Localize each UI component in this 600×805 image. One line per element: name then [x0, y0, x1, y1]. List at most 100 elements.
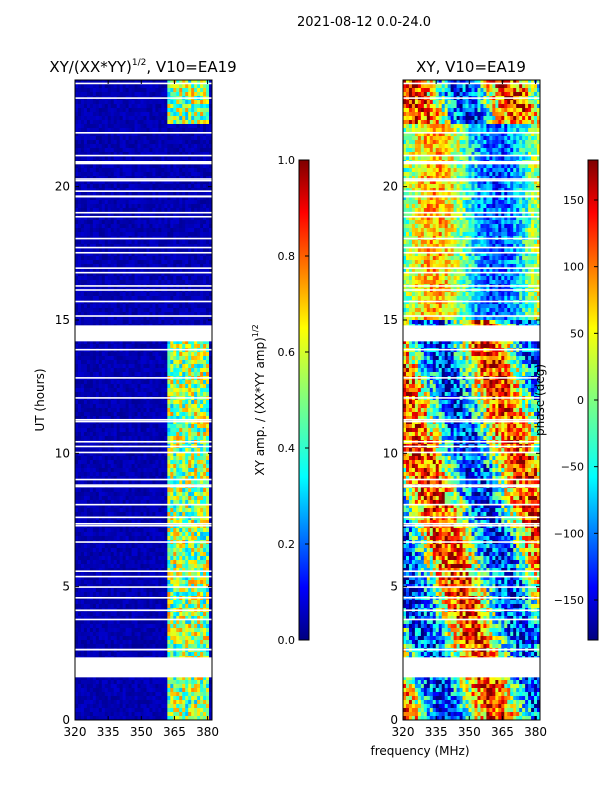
- amplitude-cell: [170, 480, 174, 485]
- amplitude-cell: [206, 92, 210, 97]
- amplitude-cell: [158, 84, 162, 89]
- amplitude-cell: [176, 464, 180, 469]
- amplitude-cell: [158, 508, 162, 513]
- amplitude-cell: [143, 384, 147, 389]
- amplitude-cell: [107, 460, 112, 465]
- amplitude-cell: [92, 296, 97, 301]
- amplitude-cell: [113, 256, 118, 261]
- amplitude-cell: [101, 464, 106, 469]
- amplitude-cell: [173, 468, 177, 473]
- amplitude-cell: [164, 152, 168, 157]
- amplitude-cell: [176, 144, 180, 149]
- amplitude-cell: [98, 500, 103, 505]
- amplitude-cell: [110, 500, 115, 505]
- amplitude-cell: [116, 340, 121, 345]
- amplitude-cell: [146, 216, 150, 221]
- amplitude-cell: [119, 244, 124, 249]
- amplitude-cell: [185, 340, 189, 345]
- amplitude-cell: [122, 476, 127, 481]
- amplitude-cell: [86, 480, 91, 485]
- amplitude-cell: [149, 232, 153, 237]
- amplitude-cell: [95, 392, 100, 397]
- amplitude-cell: [137, 128, 141, 133]
- amplitude-cell: [167, 152, 171, 157]
- amplitude-cell: [98, 168, 103, 173]
- amplitude-cell: [158, 380, 162, 385]
- amplitude-cell: [146, 364, 150, 369]
- amplitude-cell: [98, 412, 103, 417]
- amplitude-cell: [128, 352, 132, 357]
- amplitude-cell: [98, 432, 103, 437]
- amplitude-cell: [206, 448, 210, 453]
- amplitude-cell: [122, 272, 127, 277]
- amplitude-cell: [116, 508, 121, 513]
- amplitude-cell: [104, 120, 109, 125]
- amplitude-cell: [182, 384, 186, 389]
- amplitude-cell: [179, 192, 183, 197]
- amplitude-cell: [113, 136, 118, 141]
- amplitude-cell: [149, 260, 153, 265]
- amplitude-cell: [200, 508, 204, 513]
- amplitude-cell: [119, 128, 124, 133]
- amplitude-cell: [92, 156, 97, 161]
- amplitude-cell: [209, 352, 212, 357]
- amplitude-cell: [173, 476, 177, 481]
- amplitude-cell: [119, 260, 124, 265]
- amplitude-cell: [137, 212, 141, 217]
- amplitude-cell: [182, 116, 186, 121]
- amplitude-cell: [140, 456, 144, 461]
- amplitude-cell: [110, 368, 115, 373]
- amplitude-cell: [173, 136, 177, 141]
- amplitude-cell: [140, 100, 144, 105]
- amplitude-cell: [125, 120, 130, 125]
- amplitude-cell: [122, 304, 127, 309]
- amplitude-cell: [104, 172, 109, 177]
- amplitude-cell: [185, 312, 189, 317]
- amplitude-cell: [125, 168, 130, 173]
- amplitude-cell: [200, 344, 204, 349]
- amplitude-cell: [164, 316, 168, 321]
- amplitude-cell: [155, 480, 159, 485]
- amplitude-cell: [176, 452, 180, 457]
- amplitude-cell: [206, 472, 210, 477]
- amplitude-cell: [158, 168, 162, 173]
- amplitude-cell: [200, 260, 204, 265]
- amplitude-cell: [77, 260, 82, 265]
- amplitude-cell: [161, 104, 165, 109]
- amplitude-cell: [173, 492, 177, 497]
- amplitude-cell: [209, 368, 212, 373]
- amplitude-cell: [122, 424, 127, 429]
- amplitude-cell: [131, 152, 135, 157]
- amplitude-cell: [152, 316, 156, 321]
- amplitude-cell: [161, 200, 165, 205]
- amplitude-cell: [128, 312, 132, 317]
- amplitude-cell: [182, 136, 186, 141]
- amplitude-cell: [173, 416, 177, 421]
- amplitude-cell: [128, 188, 132, 193]
- amplitude-cell: [137, 424, 141, 429]
- amplitude-cell: [197, 256, 201, 261]
- amplitude-cell: [143, 272, 147, 277]
- amplitude-cell: [107, 132, 112, 137]
- amplitude-cell: [155, 356, 159, 361]
- amplitude-cell: [122, 104, 127, 109]
- amplitude-cell: [161, 352, 165, 357]
- amplitude-cell: [104, 260, 109, 265]
- amplitude-cell: [83, 360, 88, 365]
- amplitude-cell: [95, 500, 100, 505]
- amplitude-cell: [185, 204, 189, 209]
- amplitude-cell: [146, 404, 150, 409]
- amplitude-cell: [164, 268, 168, 273]
- amplitude-cell: [164, 212, 168, 217]
- amplitude-cell: [128, 460, 132, 465]
- amplitude-cell: [158, 392, 162, 397]
- amplitude-cell: [203, 168, 207, 173]
- amplitude-cell: [98, 400, 103, 405]
- amplitude-cell: [104, 400, 109, 405]
- amplitude-cell: [80, 308, 85, 313]
- amplitude-cell: [179, 80, 183, 85]
- amplitude-cell: [164, 468, 168, 473]
- amplitude-cell: [188, 152, 192, 157]
- amplitude-cell: [116, 500, 121, 505]
- amplitude-cell: [104, 124, 109, 129]
